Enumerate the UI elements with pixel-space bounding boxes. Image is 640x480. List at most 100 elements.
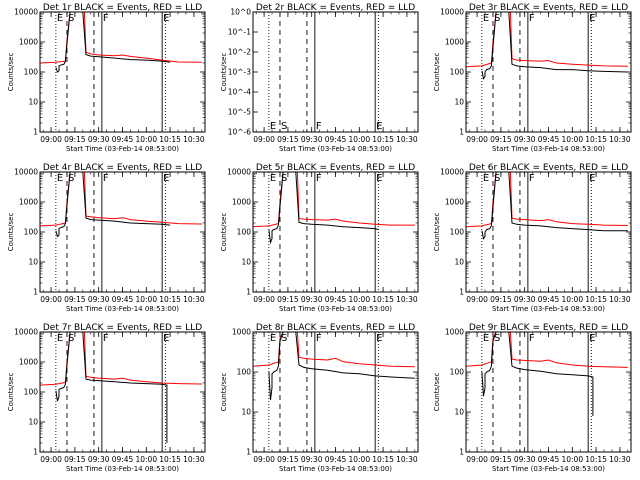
events-line <box>481 171 628 240</box>
x-tick-label: 10:00 <box>135 295 157 304</box>
plot-frame <box>39 11 206 133</box>
y-axis-label: Counts/sec <box>220 53 228 92</box>
x-tick-label: 09:45 <box>325 455 347 464</box>
lld-line <box>465 331 628 368</box>
marker-label: F <box>529 333 535 344</box>
panel-title: Det 9r BLACK = Events, RED = LLD <box>469 323 628 333</box>
y-tick-label: 100 <box>24 228 39 237</box>
y-tick-label: 10 <box>28 258 38 267</box>
events-line <box>481 331 594 416</box>
y-tick-label: 10^-1 <box>228 28 252 37</box>
marker-label: F <box>316 333 322 344</box>
x-tick-label: 10:00 <box>348 135 370 144</box>
y-axis-label: Counts/sec <box>7 213 15 252</box>
marker-label: E <box>163 333 169 344</box>
marker-label: F <box>529 13 535 24</box>
marker-label: E <box>376 121 382 132</box>
x-tick-label: 10:30 <box>609 135 631 144</box>
y-tick-label: 1 <box>33 288 38 297</box>
panel-5: 1 10 100 1000 10000 09:00 09:15 09:30 09:45 10:00… <box>220 163 419 313</box>
x-tick-label: 10:30 <box>609 295 631 304</box>
marker-label: F <box>529 173 535 184</box>
x-axis-label: Start Time (03-Feb-14 08:53:00) <box>279 465 392 473</box>
x-tick-label: 09:45 <box>538 455 560 464</box>
marker-label: S <box>281 333 287 344</box>
marker-label: F <box>103 173 109 184</box>
x-tick-label: 09:45 <box>112 455 134 464</box>
x-tick-label: 09:15 <box>277 295 299 304</box>
x-tick-label: 10:00 <box>135 455 157 464</box>
x-axis-label: Start Time (03-Feb-14 08:53:00) <box>66 305 179 313</box>
marker-label: F <box>316 173 322 184</box>
x-tick-label: 09:00 <box>40 135 62 144</box>
marker-label: S <box>68 173 74 184</box>
y-tick-label: 100 <box>24 68 39 77</box>
x-tick-label: 09:30 <box>301 295 323 304</box>
marker-label: E <box>483 333 489 344</box>
x-tick-label: 10:00 <box>561 455 583 464</box>
marker-label: S <box>494 173 500 184</box>
x-tick-label: 09:30 <box>514 295 536 304</box>
marker-label: E <box>57 13 63 24</box>
marker-label: E <box>589 13 595 24</box>
lld-line <box>465 171 628 228</box>
marker-label: E <box>376 173 382 184</box>
marker-label: E <box>57 173 63 184</box>
x-tick-label: 09:30 <box>88 135 110 144</box>
y-tick-label: 10 <box>454 98 464 107</box>
marker-label: E <box>483 13 489 24</box>
plot-frame <box>252 331 419 453</box>
lld-line <box>465 11 628 68</box>
x-tick-label: 10:00 <box>561 295 583 304</box>
marker-label: S <box>68 13 74 24</box>
x-tick-label: 10:00 <box>348 455 370 464</box>
y-tick-label: 1000 <box>19 38 38 47</box>
plot-frame <box>39 331 206 453</box>
marker-label: S <box>494 333 500 344</box>
panel-title: Det 3r BLACK = Events, RED = LLD <box>469 3 628 13</box>
marker-label: S <box>68 333 74 344</box>
y-tick-label: 10000 <box>14 328 38 337</box>
panel-8: 1 10 100 1000 09:00 09:15 09:30 09:45 10:00 10:15… <box>220 323 419 473</box>
x-tick-label: 10:15 <box>159 455 181 464</box>
marker-label: E <box>589 173 595 184</box>
y-tick-label: 10000 <box>440 8 464 17</box>
marker-label: E <box>270 121 276 132</box>
x-axis-label: Start Time (03-Feb-14 08:53:00) <box>279 145 392 153</box>
x-tick-label: 09:15 <box>490 295 512 304</box>
y-tick-label: 10^-5 <box>228 108 252 117</box>
x-tick-label: 10:15 <box>372 455 394 464</box>
x-tick-label: 09:30 <box>514 455 536 464</box>
plot-frame <box>39 171 206 293</box>
marker-label: E <box>163 173 169 184</box>
marker-label: E <box>376 333 382 344</box>
lld-line <box>252 171 415 228</box>
plot-frame <box>252 171 419 293</box>
x-tick-label: 09:15 <box>64 135 86 144</box>
x-tick-label: 09:45 <box>538 295 560 304</box>
plot-frame <box>465 11 632 133</box>
y-tick-label: 1 <box>459 128 464 137</box>
y-tick-label: 1000 <box>232 328 251 337</box>
x-tick-label: 09:00 <box>253 455 275 464</box>
panel-title: Det 4r BLACK = Events, RED = LLD <box>43 163 202 173</box>
x-tick-label: 09:00 <box>466 455 488 464</box>
plot-frame <box>465 171 632 293</box>
x-tick-label: 09:45 <box>325 135 347 144</box>
y-tick-label: 10 <box>241 258 251 267</box>
x-tick-label: 09:45 <box>538 135 560 144</box>
panel-title: Det 5r BLACK = Events, RED = LLD <box>256 163 415 173</box>
y-tick-label: 10 <box>241 408 251 417</box>
lld-line <box>39 171 202 227</box>
panel-9: 1 10 100 1000 09:00 09:15 09:30 09:45 10:00 10:15… <box>433 323 632 473</box>
y-axis-label: Counts/sec <box>220 213 228 252</box>
panel-title: Det 1r BLACK = Events, RED = LLD <box>43 3 202 13</box>
marker-label: E <box>483 173 489 184</box>
x-tick-label: 10:30 <box>396 135 418 144</box>
y-tick-label: 1000 <box>445 38 464 47</box>
x-tick-label: 10:15 <box>585 295 607 304</box>
x-tick-label: 10:15 <box>372 295 394 304</box>
lld-line <box>39 331 202 386</box>
plot-frame <box>465 331 632 453</box>
y-tick-label: 10000 <box>14 8 38 17</box>
